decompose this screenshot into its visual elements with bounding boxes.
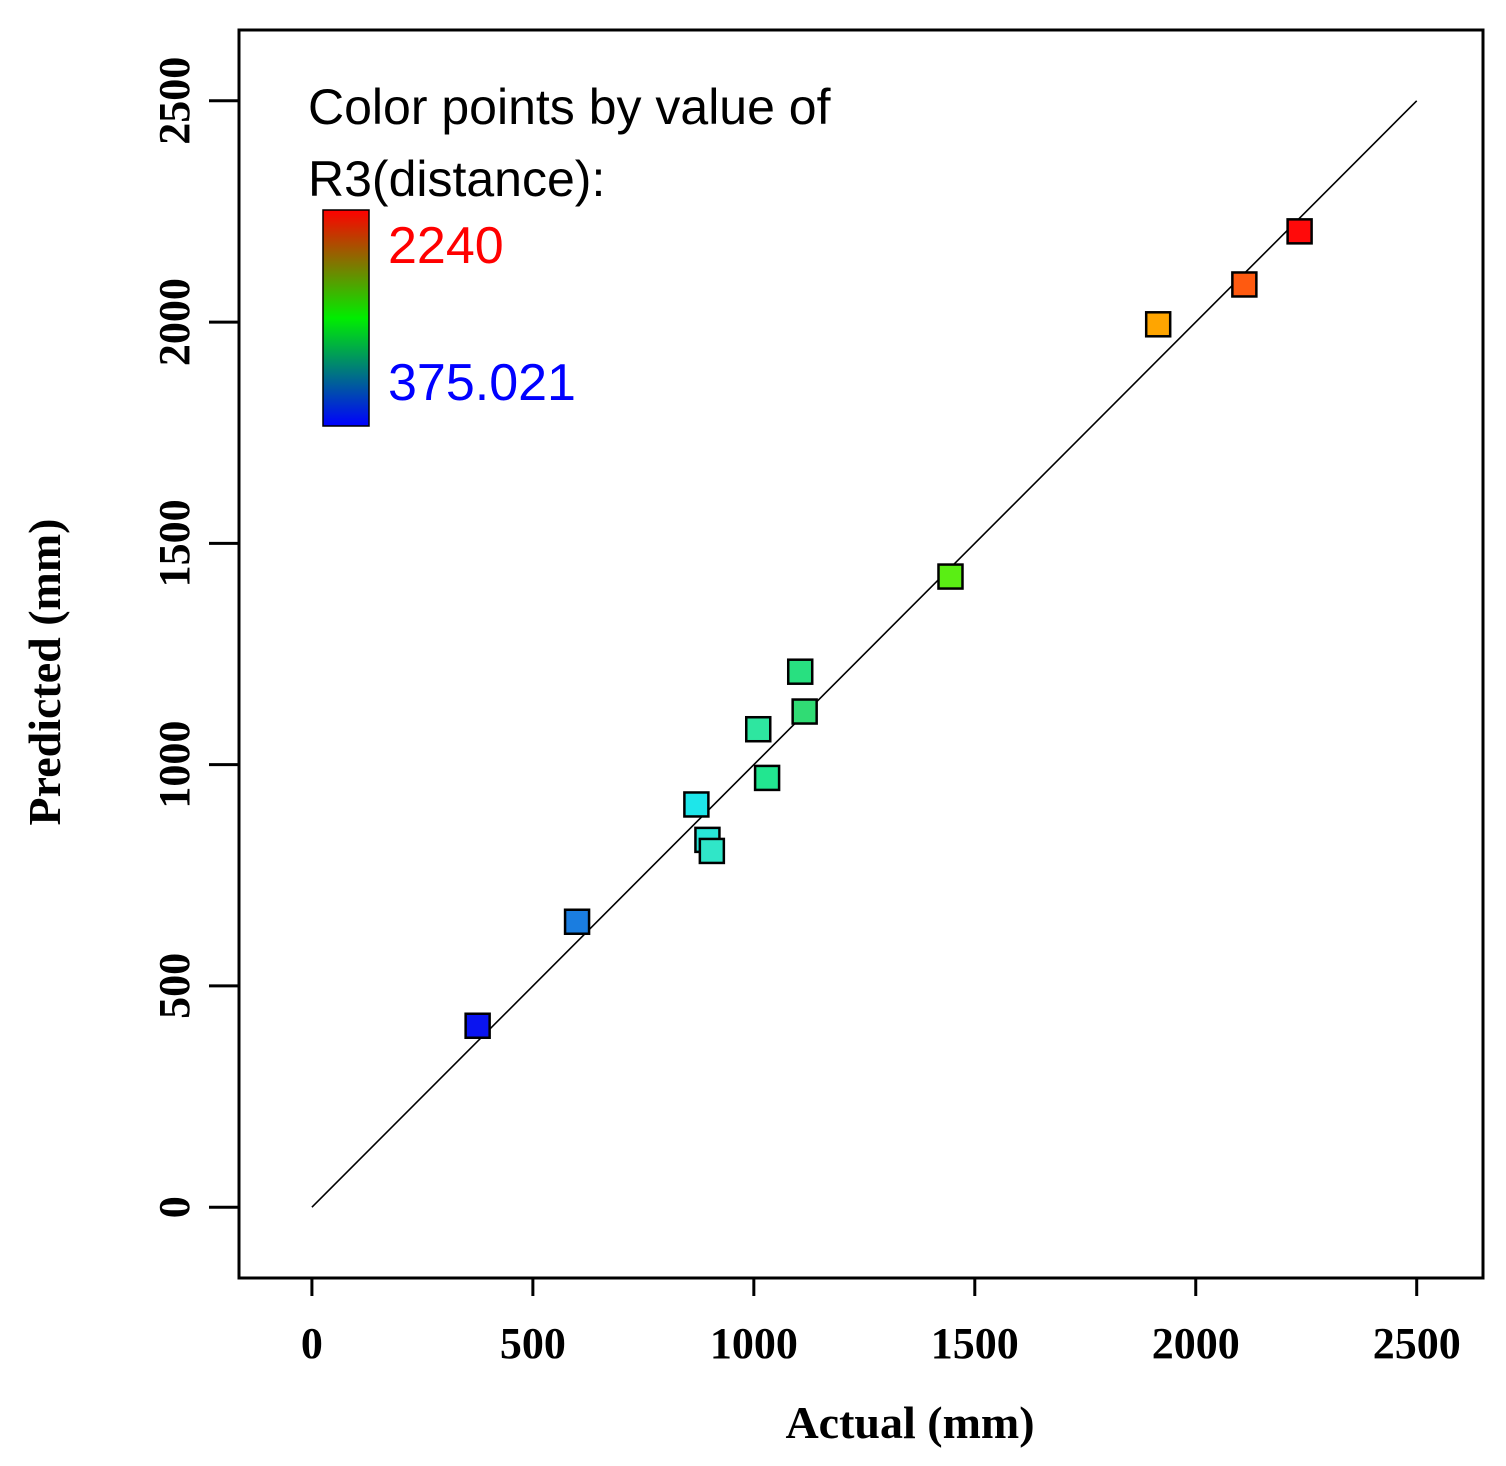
data-points	[464, 218, 1313, 1039]
data-point	[698, 837, 726, 865]
y-tick-label: 2500	[150, 57, 199, 145]
y-axis: 0 500 1000 1500 2000 2500	[150, 57, 239, 1218]
x-axis-title: Actual (mm)	[785, 1397, 1034, 1448]
legend-color-bar	[322, 209, 370, 427]
data-point	[1231, 271, 1258, 298]
legend-title-line1: Color points by value of	[308, 79, 831, 135]
x-tick-label: 1500	[931, 1319, 1019, 1368]
y-tick-label: 0	[150, 1196, 199, 1218]
y-tick-label: 500	[150, 953, 199, 1019]
data-point	[937, 563, 964, 590]
y-axis-title: Predicted (mm)	[19, 519, 70, 826]
legend-max-label: 2240	[388, 217, 504, 275]
x-tick-label: 500	[500, 1319, 566, 1368]
data-point	[786, 658, 814, 685]
y-tick-label: 1000	[150, 721, 199, 809]
data-point	[753, 764, 781, 792]
legend-min-label: 375.021	[388, 354, 576, 412]
data-point	[563, 908, 591, 935]
y-tick-label: 2000	[150, 278, 199, 366]
x-axis: 0 500 1000 1500 2000 2500	[301, 1278, 1461, 1368]
data-point	[464, 1012, 491, 1039]
data-point	[1144, 311, 1172, 338]
y-tick-label: 1500	[150, 499, 199, 587]
color-legend: Color points by value of R3(distance): 2…	[308, 79, 831, 427]
x-tick-label: 2500	[1373, 1319, 1461, 1368]
x-tick-label: 2000	[1152, 1319, 1240, 1368]
x-tick-label: 0	[301, 1319, 323, 1368]
data-point	[683, 791, 710, 818]
data-point	[745, 715, 772, 743]
plot-frame	[237, 28, 1485, 1280]
data-point	[1286, 218, 1313, 245]
x-tick-label: 1000	[710, 1319, 798, 1368]
data-point	[791, 698, 818, 725]
legend-title-line2: R3(distance):	[308, 151, 605, 207]
